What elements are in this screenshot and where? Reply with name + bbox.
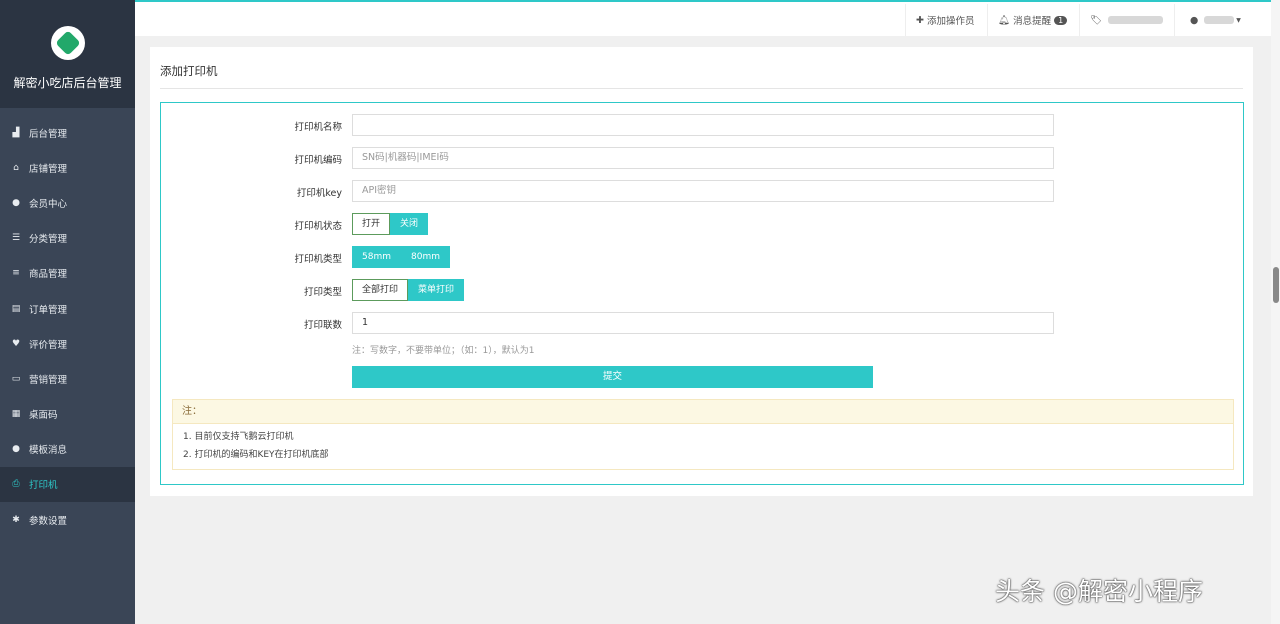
copies-label: 打印联数 <box>303 320 342 331</box>
print-menu-option[interactable]: 菜单打印 <box>408 279 465 301</box>
print-type-toggle: 全部打印 菜单打印 <box>352 279 465 301</box>
sidebar-item[interactable]: ⌂ 店铺管理 <box>0 150 135 185</box>
add-operator-label: 添加操作员 <box>926 16 975 27</box>
sidebar-item-label: 营销管理 <box>29 374 68 386</box>
sidebar-item[interactable]: ● 模板消息 <box>0 432 135 467</box>
card-icon: ▭ <box>11 373 21 384</box>
chart-icon: ▟ <box>12 127 20 138</box>
qrcode-icon: ▦ <box>11 409 21 420</box>
printer-name-input[interactable] <box>352 114 1054 136</box>
copies-hint: 注：写数字，不要带单位；（如：1），默认为1 <box>352 346 535 356</box>
note-box: 注： 1. 目前仅支持飞鹅云打印机 2. 打印机的编码和KEY在打印机底部 <box>172 399 1234 470</box>
sidebar-item-label: 参数设置 <box>29 515 68 527</box>
file-icon: ▤ <box>11 303 21 314</box>
sidebar-item-label: 桌面码 <box>29 410 58 422</box>
add-printer-panel: 添加打印机 打印机名称 打印机编码 SN码|机器码|IMEI码 打印机key API… <box>150 47 1253 496</box>
name-label: 打印机名称 <box>294 122 342 133</box>
sidebar-item[interactable]: ▦ 桌面码 <box>0 397 135 432</box>
status-on-option[interactable]: 打开 <box>352 213 391 235</box>
tags-icon: 🏷︎ <box>1090 14 1103 26</box>
printer-type-toggle: 58mm 80mm <box>352 246 450 268</box>
sidebar-item[interactable]: ⎙ 打印机 <box>0 466 135 503</box>
blurred-username <box>1204 16 1235 24</box>
printer-form: 打印机名称 打印机编码 SN码|机器码|IMEI码 打印机key API密钥 打印机… <box>160 102 1244 485</box>
status-off-option[interactable]: 关闭 <box>390 213 429 235</box>
shop-tag-button[interactable]: 🏷︎ <box>1079 4 1174 36</box>
status-toggle: 打开 关闭 <box>352 213 429 235</box>
sidebar-item[interactable]: ▭ 营销管理 <box>0 361 135 396</box>
user-menu-button[interactable]: ● ▼ <box>1174 4 1271 36</box>
scrollbar[interactable] <box>1271 0 1280 624</box>
note-line: 1. 目前仅支持飞鹅云打印机 <box>183 432 294 442</box>
brand-title: 解密小吃店后台管理 <box>13 76 122 90</box>
plus-icon: ✚ <box>916 14 924 26</box>
status-label: 打印机状态 <box>294 221 342 232</box>
add-operator-button[interactable]: ✚ 添加操作员 <box>905 4 987 36</box>
sidebar-item-label: 商品管理 <box>29 269 68 281</box>
user-icon: ● <box>1190 14 1199 26</box>
notifications-button[interactable]: 🔔︎ 消息提醒 1 <box>987 4 1079 36</box>
scrollbar-thumb[interactable] <box>1273 267 1279 303</box>
blurred-shop-name <box>1108 16 1164 24</box>
bars-icon: ≡ <box>12 268 20 279</box>
brand: 解密小吃店后台管理 <box>0 0 135 108</box>
sidebar-item-label: 评价管理 <box>29 339 68 351</box>
print-icon: ⎙ <box>12 479 20 490</box>
note-title: 注： <box>173 400 1233 424</box>
sidebar: 解密小吃店后台管理 ▟ 后台管理 ⌂ 店铺管理 ● 会员中心 ☰ 分类管理 ≡ 商品管理 ▤ 订单管理… <box>0 0 135 624</box>
sidebar-item[interactable]: ≡ 商品管理 <box>0 256 135 291</box>
sidebar-item-label: 分类管理 <box>29 234 68 246</box>
key-label: 打印机key <box>296 188 342 199</box>
sidebar-item[interactable]: ▟ 后台管理 <box>0 115 135 150</box>
copies-input[interactable]: 1 <box>352 312 1054 334</box>
print-all-option[interactable]: 全部打印 <box>352 279 409 301</box>
sidebar-item[interactable]: ☰ 分类管理 <box>0 221 135 256</box>
submit-button[interactable]: 提交 <box>352 366 873 388</box>
logo-icon <box>50 26 85 60</box>
sidebar-item-label: 后台管理 <box>29 128 68 140</box>
divider <box>160 88 1243 89</box>
sidebar-item-label: 订单管理 <box>29 304 68 316</box>
topbar: ✚ 添加操作员 🔔︎ 消息提醒 1 🏷︎ ● ▼ <box>135 0 1271 36</box>
sidebar-item[interactable]: ♥ 评价管理 <box>0 326 135 361</box>
sidebar-menu: ▟ 后台管理 ⌂ 店铺管理 ● 会员中心 ☰ 分类管理 ≡ 商品管理 ▤ 订单管理 ♥ 评价管理 ▭ 营销管理… <box>0 115 135 537</box>
notifications-label: 消息提醒 <box>1013 16 1052 27</box>
sidebar-item-label: 模板消息 <box>29 445 68 457</box>
sidebar-item[interactable]: ✱ 参数设置 <box>0 502 135 537</box>
code-label: 打印机编码 <box>294 155 342 166</box>
sidebar-item-label: 打印机 <box>29 480 58 492</box>
note-line: 2. 打印机的编码和KEY在打印机底部 <box>183 450 329 460</box>
gear-icon: ✱ <box>12 514 20 525</box>
notification-badge: 1 <box>1054 15 1068 25</box>
bell-icon: 🔔︎ <box>998 14 1011 26</box>
printer-code-input[interactable]: SN码|机器码|IMEI码 <box>352 147 1054 169</box>
sidebar-item[interactable]: ● 会员中心 <box>0 185 135 220</box>
comment-icon: ● <box>12 444 20 455</box>
type-58mm-option[interactable]: 58mm <box>352 246 401 268</box>
type-label: 打印机类型 <box>294 254 342 265</box>
printer-key-input[interactable]: API密钥 <box>352 180 1054 202</box>
home-icon: ⌂ <box>13 162 19 173</box>
sidebar-item[interactable]: ▤ 订单管理 <box>0 291 135 326</box>
user-icon: ● <box>12 197 20 208</box>
print-type-label: 打印类型 <box>303 287 342 298</box>
heart-icon: ♥ <box>11 338 21 349</box>
watermark: 头条 @解密小程序 <box>995 577 1203 606</box>
caret-down-icon: ▼ <box>1236 16 1241 24</box>
sidebar-item-label: 会员中心 <box>29 198 68 210</box>
list-icon: ☰ <box>11 233 21 244</box>
page-title: 添加打印机 <box>160 64 218 78</box>
sidebar-item-label: 店铺管理 <box>29 163 68 175</box>
type-80mm-option[interactable]: 80mm <box>401 246 450 268</box>
